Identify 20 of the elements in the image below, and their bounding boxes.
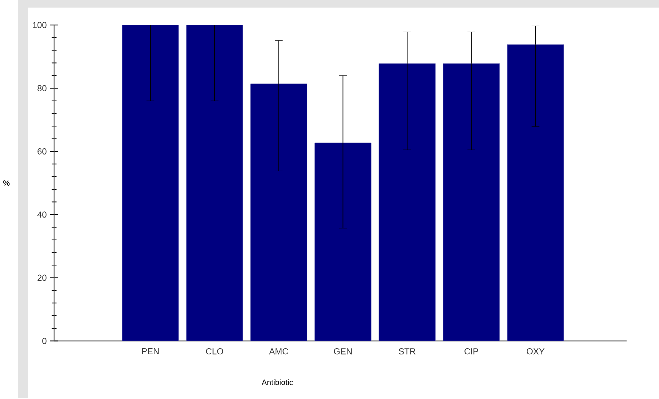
y-tick-label: 0 xyxy=(42,338,47,345)
x-tick-label: STR xyxy=(399,348,416,355)
x-tick-label: AMC xyxy=(269,348,288,355)
y-tick-label: 40 xyxy=(38,212,47,218)
y-tick-label: 20 xyxy=(38,275,47,282)
y-tick-label: 80 xyxy=(38,86,47,92)
x-tick-label: OXY xyxy=(526,348,545,355)
bar xyxy=(314,143,372,342)
y-tick-label: 100 xyxy=(33,22,47,29)
bar xyxy=(186,25,244,342)
y-tick-label: 60 xyxy=(38,148,47,155)
bar xyxy=(507,44,564,342)
bar xyxy=(378,64,436,342)
bar xyxy=(443,64,500,342)
x-tick-label: CLO xyxy=(206,348,224,355)
x-tick-label: PEN xyxy=(142,348,159,355)
x-tick-label: GEN xyxy=(334,348,352,355)
bar xyxy=(250,84,308,342)
x-tick-label: CIP xyxy=(464,348,478,355)
bar xyxy=(122,25,180,342)
